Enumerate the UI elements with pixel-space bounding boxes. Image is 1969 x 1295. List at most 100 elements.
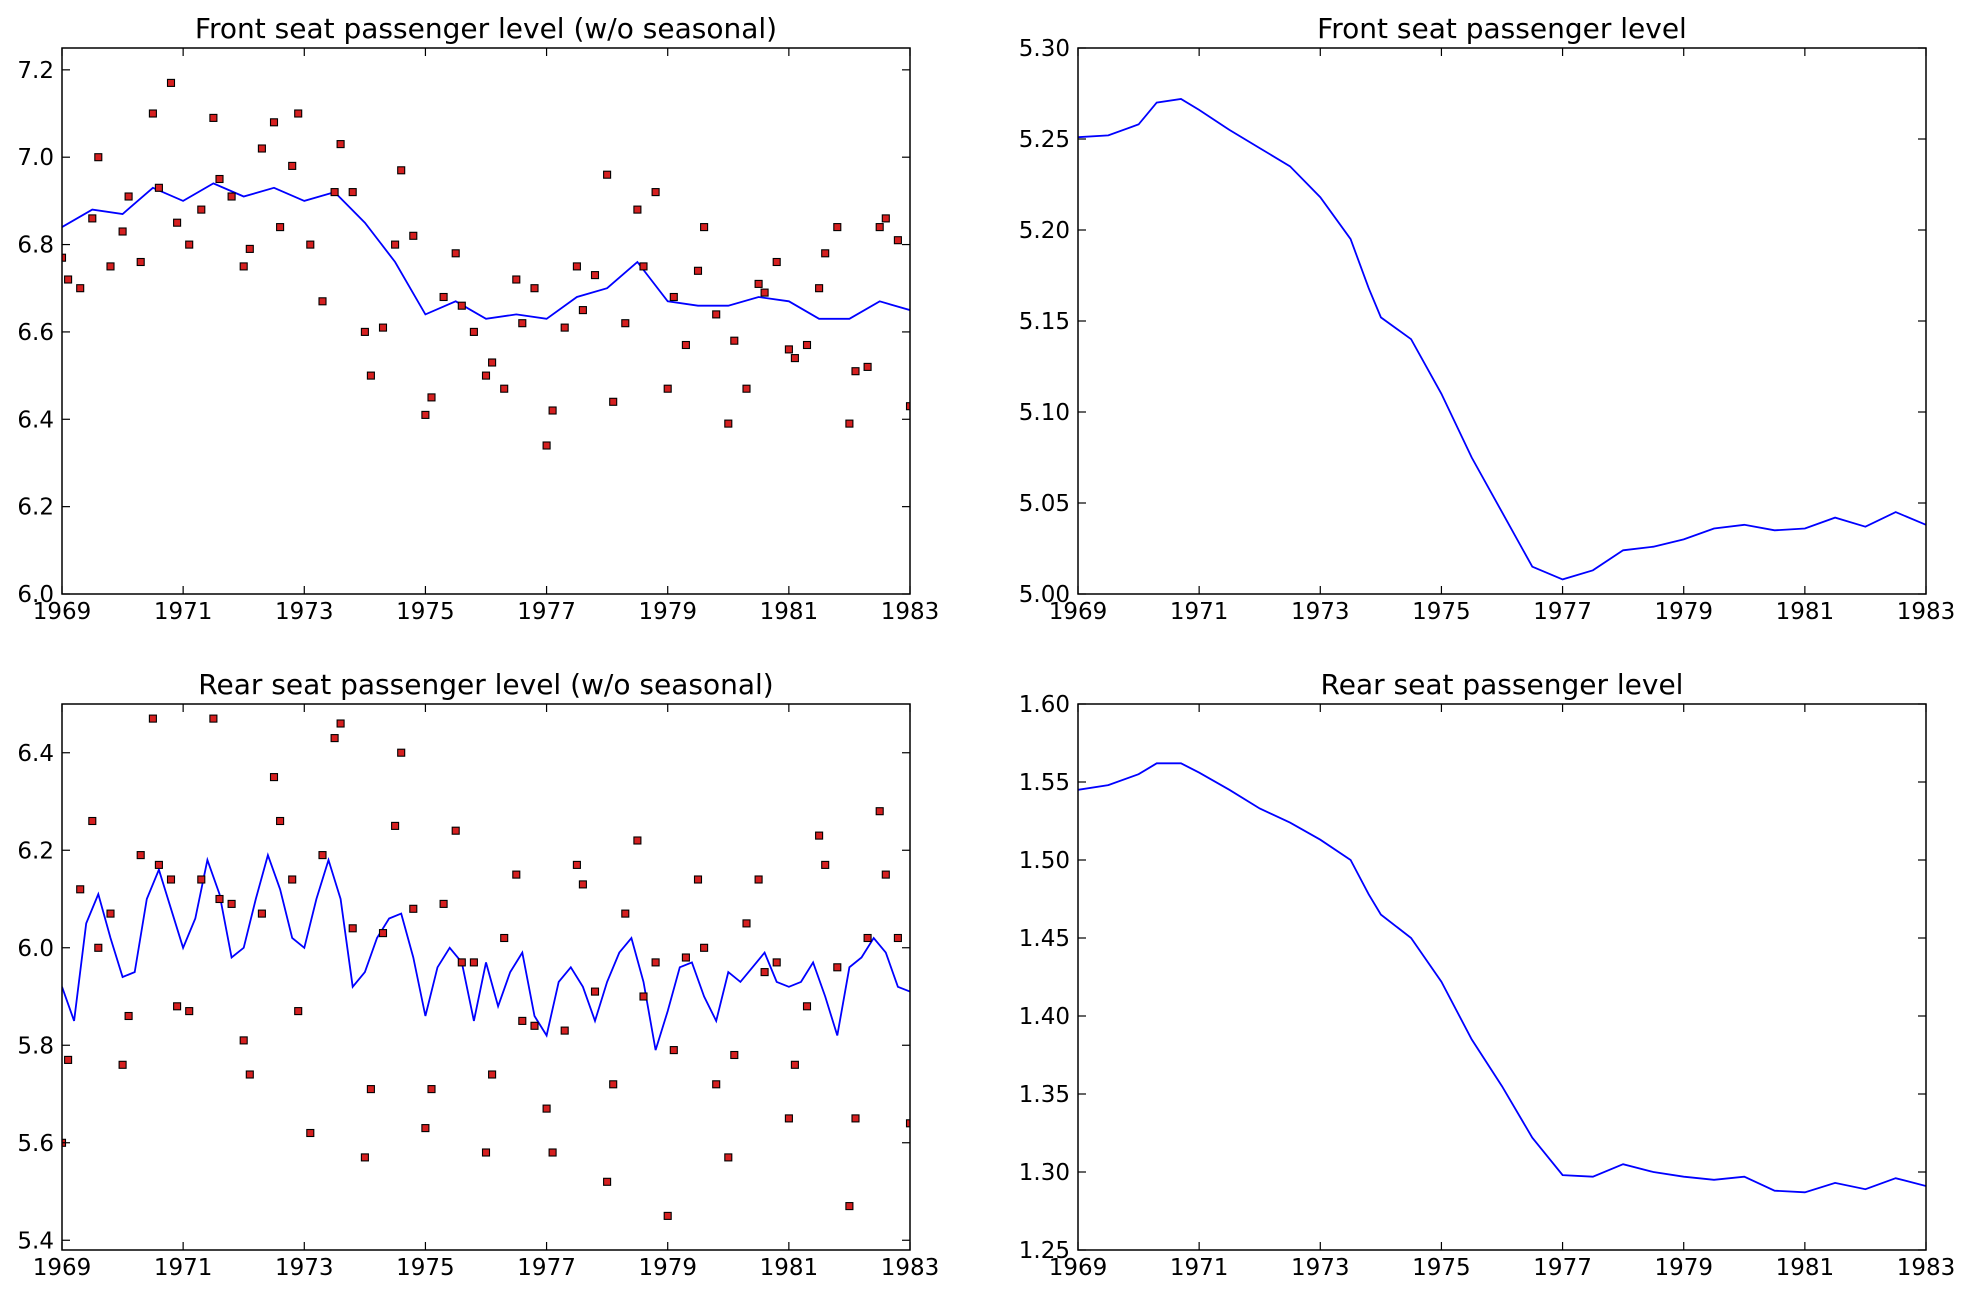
x-tick-label: 1983: [881, 1255, 940, 1281]
data-point: [488, 1070, 497, 1079]
x-tick-label: 1975: [1412, 1255, 1471, 1281]
data-point: [609, 1080, 618, 1089]
data-point: [772, 257, 781, 267]
data-point: [790, 1060, 799, 1069]
chart-front-seat-level: 1969 1971 1973 1975 1977 1979 1981 1983 5.00 5.05…: [1019, 12, 1955, 625]
plot-area: [1078, 98, 1926, 581]
data-point: [391, 821, 400, 830]
plot-frame: [61, 703, 911, 1251]
data-point: [185, 240, 194, 249]
plot-area: [62, 714, 910, 1220]
data-point: [173, 218, 182, 227]
data-point: [318, 297, 327, 306]
data-point: [62, 253, 67, 262]
data-point: [681, 340, 690, 350]
data-point: [481, 371, 491, 380]
x-tick-label: 1981: [1776, 599, 1835, 625]
y-tick-label: 5.4: [17, 1228, 54, 1254]
y-tick-label: 1.25: [1019, 1238, 1070, 1264]
y-tick-label: 6.6: [17, 320, 54, 346]
data-point: [833, 223, 842, 232]
data-point: [815, 284, 824, 293]
data-point: [693, 266, 703, 275]
data-point: [215, 174, 224, 184]
x-tick-label: 1969: [33, 599, 92, 625]
x-tick-label: 1981: [1776, 1255, 1835, 1281]
data-point: [560, 1026, 569, 1035]
data-point: [76, 284, 85, 293]
plot-frame: [1077, 703, 1927, 1251]
data-point: [802, 1002, 812, 1011]
data-point: [590, 271, 600, 280]
data-point: [336, 140, 345, 149]
data-point: [88, 816, 97, 826]
x-tick-label: 1983: [1897, 1255, 1956, 1281]
data-point: [136, 851, 145, 860]
data-point: [209, 714, 218, 723]
data-point: [378, 323, 388, 332]
y-tick-label: 1.45: [1019, 926, 1070, 952]
data-point: [481, 1148, 491, 1157]
data-point: [64, 1055, 73, 1064]
y-tick-label: 6.2: [17, 495, 54, 521]
data-point: [276, 816, 285, 826]
y-tick-label: 5.20: [1019, 218, 1070, 244]
y-tick-label: 5.10: [1019, 400, 1070, 426]
data-point: [378, 929, 388, 938]
y-tick-label: 5.6: [17, 1131, 54, 1157]
data-point: [845, 1202, 854, 1211]
data-point: [154, 183, 163, 192]
data-point: [397, 166, 406, 175]
data-point: [633, 836, 642, 845]
data-point: [772, 958, 781, 967]
data-point: [651, 958, 660, 967]
series-line: [62, 852, 910, 1051]
data-point: [197, 875, 206, 884]
data-point: [802, 340, 812, 350]
x-tick-label: 1979: [638, 1255, 697, 1281]
y-tick-label: 5.00: [1019, 582, 1070, 608]
data-point: [336, 719, 345, 728]
data-point: [118, 227, 127, 236]
data-point: [875, 223, 884, 232]
data-point: [154, 860, 163, 869]
data-point: [875, 807, 884, 816]
data-point: [124, 1011, 133, 1021]
x-tick-label: 1977: [517, 1255, 576, 1281]
x-tick-label: 1979: [1654, 1255, 1713, 1281]
data-point: [760, 288, 769, 297]
data-point: [421, 410, 430, 419]
series-line: [1078, 762, 1926, 1194]
data-point: [318, 851, 327, 860]
data-point: [669, 292, 678, 302]
x-tick-label: 1975: [396, 599, 455, 625]
data-point: [94, 153, 103, 162]
data-point: [512, 870, 521, 879]
data-point: [663, 384, 672, 393]
data-point: [639, 992, 648, 1001]
data-point: [488, 358, 497, 367]
data-point: [821, 249, 830, 258]
y-tick-label: 6.2: [17, 838, 54, 864]
x-tick-label: 1981: [760, 1255, 819, 1281]
y-tick-label: 1.60: [1019, 692, 1070, 718]
y-tick-label: 1.50: [1019, 848, 1070, 874]
data-point: [397, 748, 406, 757]
data-point: [821, 860, 830, 869]
x-tick-label: 1971: [1170, 599, 1229, 625]
data-point: [754, 279, 763, 288]
data-point: [197, 205, 206, 214]
data-point: [693, 875, 703, 884]
data-point: [366, 1085, 375, 1094]
x-tick-label: 1971: [154, 599, 213, 625]
data-point: [294, 109, 303, 118]
data-point: [833, 963, 842, 972]
data-point: [893, 933, 902, 943]
data-point: [724, 1153, 733, 1162]
x-tick-label: 1983: [1897, 599, 1956, 625]
data-point: [106, 262, 115, 271]
data-point: [348, 924, 357, 933]
data-point: [512, 275, 521, 284]
series-line: [62, 182, 910, 320]
data-point: [845, 419, 854, 428]
